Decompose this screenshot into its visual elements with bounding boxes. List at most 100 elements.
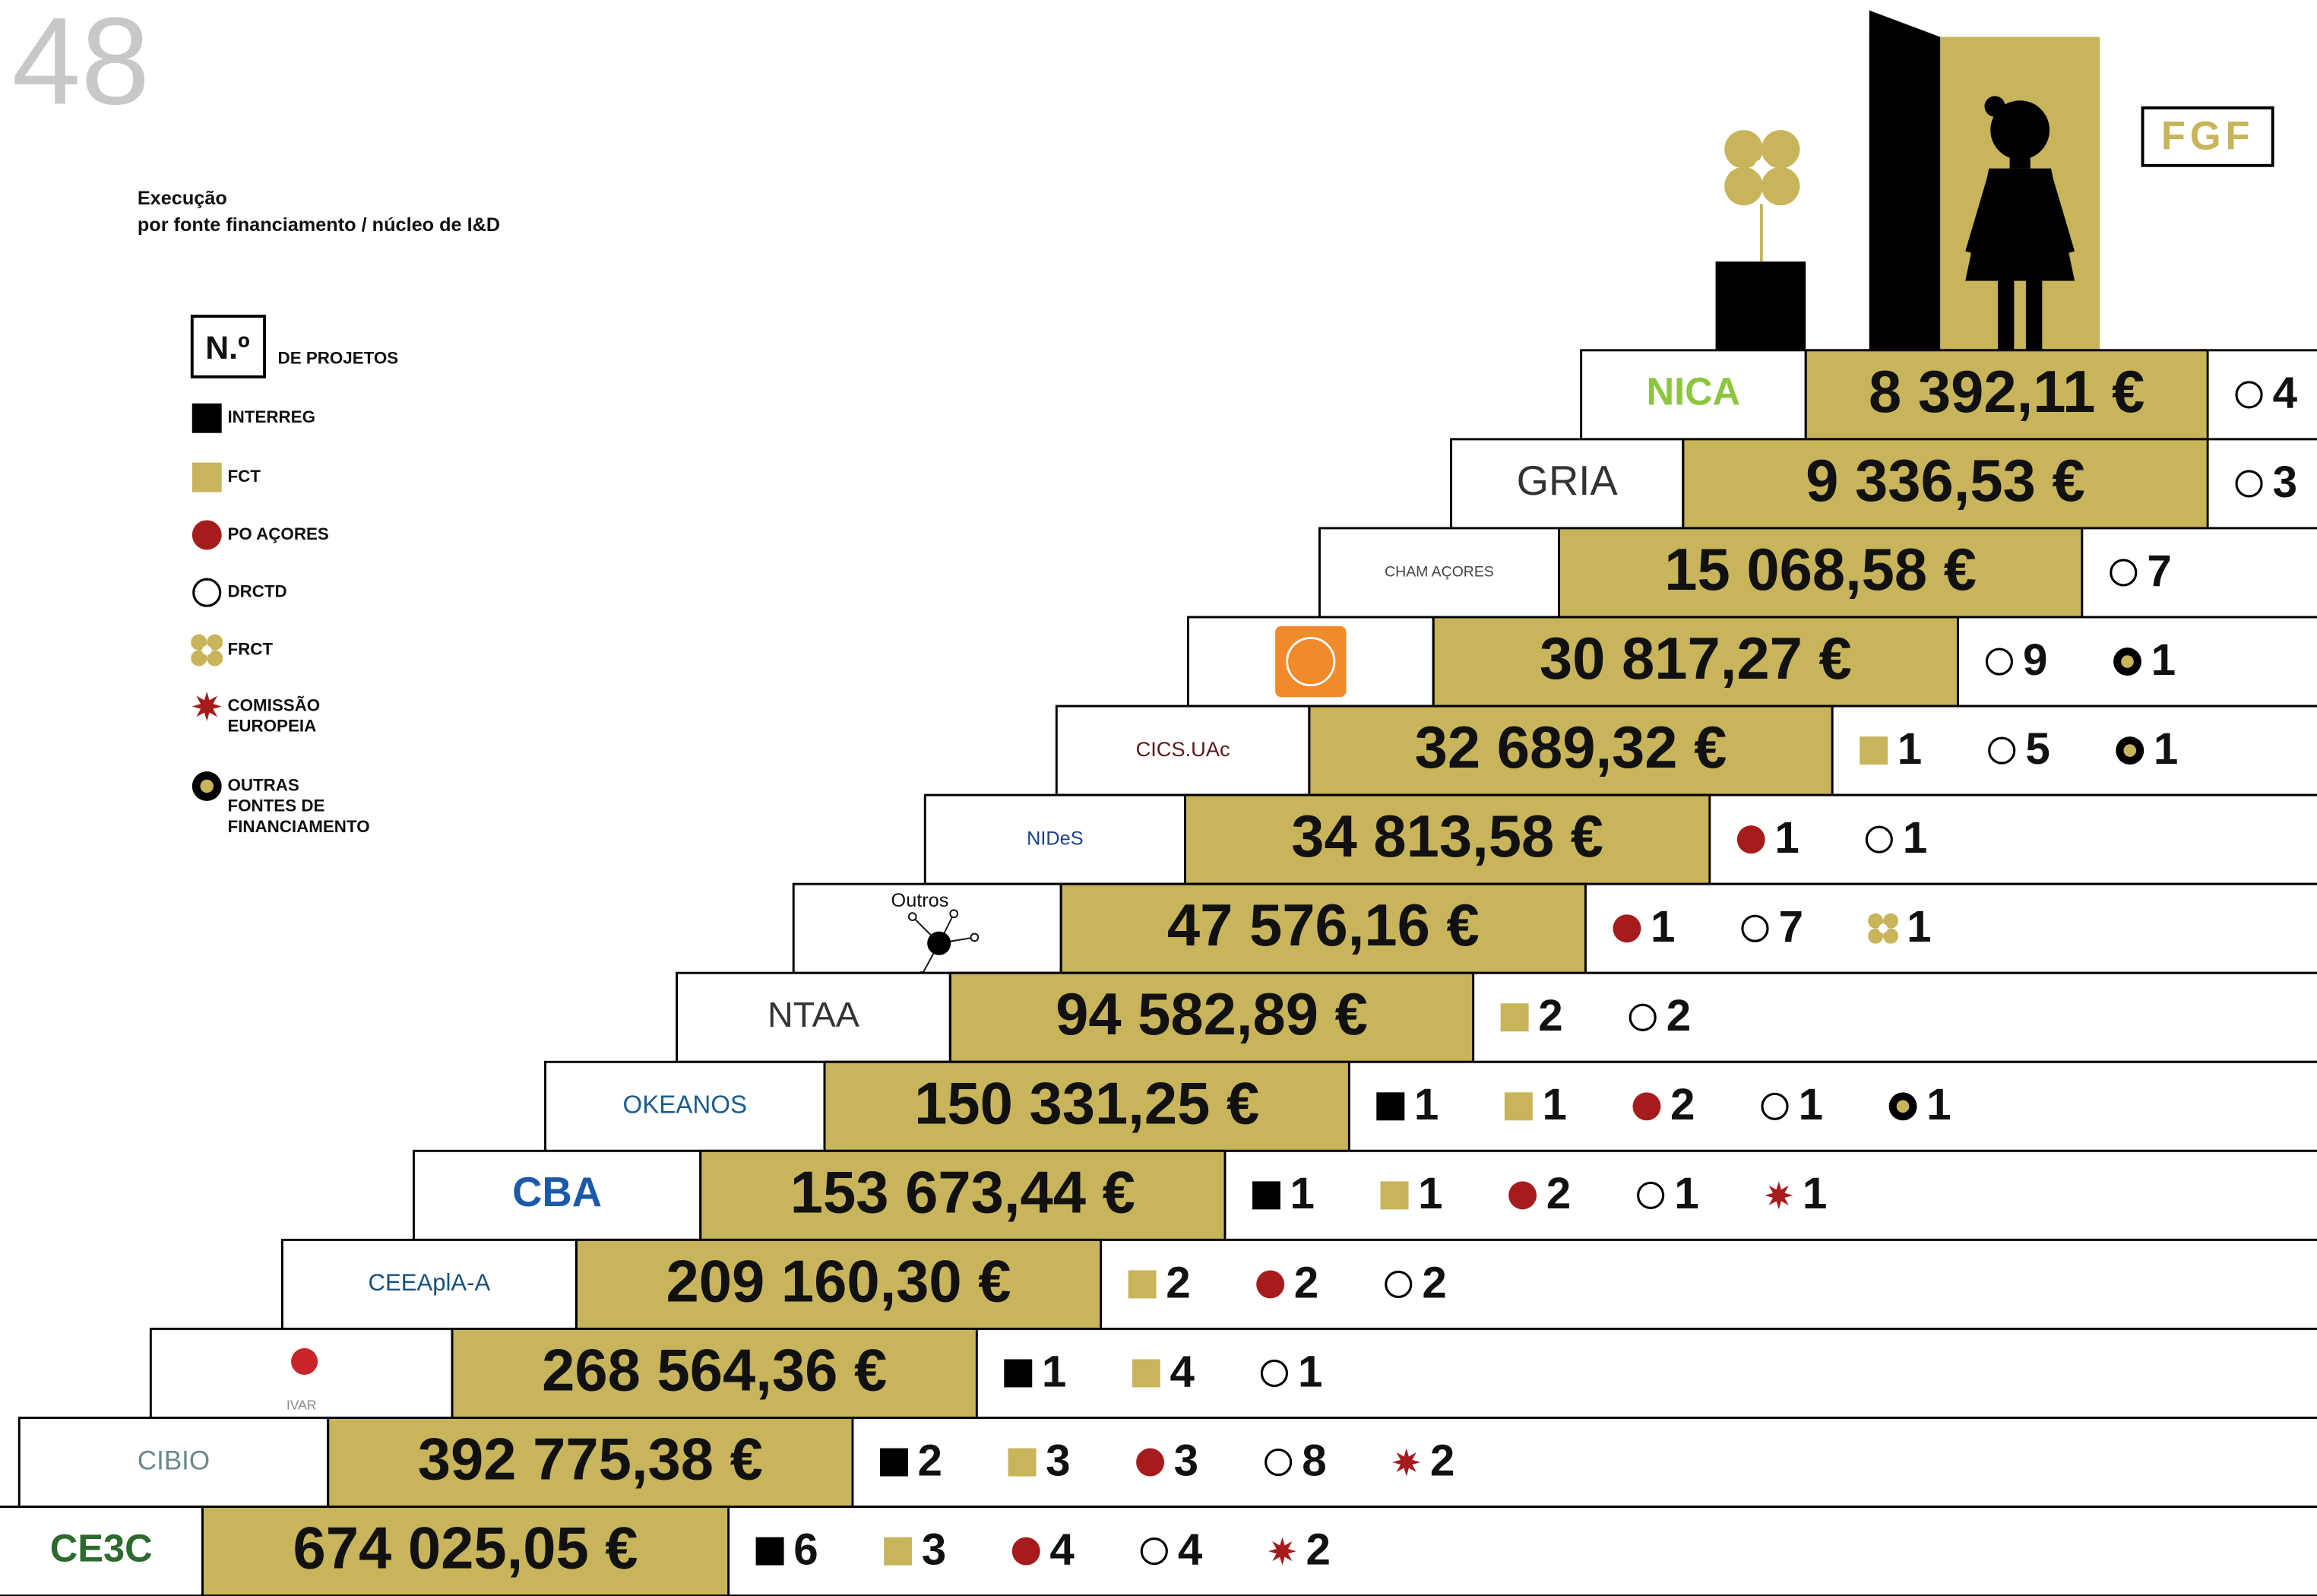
- symbol-black-square: [1376, 1092, 1405, 1121]
- row: CEEAplA-A 209 160,30 € 2 2 2: [280, 1238, 2317, 1330]
- project-count: 5: [2025, 724, 2050, 774]
- amount: 153 673,44 €: [790, 1160, 1135, 1225]
- symbol-gold-flower: [191, 634, 223, 667]
- amount-box: [451, 1327, 978, 1419]
- project-count: 2: [1166, 1258, 1190, 1307]
- legend-label: EUROPEIA: [227, 717, 316, 736]
- logo-text: NICA: [1647, 370, 1741, 413]
- project-count: 2: [1422, 1258, 1446, 1307]
- petal: [191, 634, 207, 651]
- project-count: 1: [1674, 1169, 1698, 1218]
- square: [755, 1537, 784, 1566]
- badge: FGF: [2161, 114, 2254, 159]
- project-count: 2: [918, 1436, 942, 1485]
- dot: [1613, 914, 1641, 943]
- legend-header-symbol: N.º: [205, 330, 249, 366]
- logo-text: NIDeS: [1027, 828, 1083, 849]
- project-count: 8: [1302, 1436, 1326, 1485]
- project-count: 4: [2273, 369, 2298, 418]
- symbol-open-circle: [192, 578, 222, 607]
- legend-label: PO AÇORES: [227, 524, 328, 543]
- legend-label: FINANCIAMENTO: [227, 817, 369, 836]
- symbol-red-dot: [1508, 1181, 1537, 1210]
- row: NTAA 94 582,89 € 2 2: [676, 971, 2317, 1063]
- project-count: 1: [1414, 1080, 1439, 1129]
- square: [1376, 1092, 1405, 1121]
- star: [192, 692, 222, 721]
- symbol-gold-square: [884, 1537, 913, 1566]
- petal: [191, 650, 207, 667]
- amount: 268 564,36 €: [542, 1338, 887, 1403]
- project-count: 1: [1298, 1347, 1322, 1396]
- row-frame: [413, 1149, 2317, 1241]
- amount-box: [1682, 438, 2209, 530]
- square: [1128, 1270, 1157, 1299]
- amount: 674 025,05 €: [293, 1516, 638, 1582]
- project-count: 4: [1178, 1525, 1203, 1574]
- dot-core: [2121, 655, 2134, 668]
- star: [1392, 1448, 1421, 1477]
- square: [192, 403, 222, 433]
- legend-header-label: DE PROJETOS: [278, 348, 399, 367]
- circle: [2235, 381, 2263, 409]
- symbol-gold-dot: [2113, 648, 2141, 676]
- legend-label: FRCT: [227, 639, 273, 658]
- petal: [1883, 928, 1899, 944]
- project-count: 1: [1042, 1347, 1066, 1396]
- symbol-black-square: [1252, 1181, 1280, 1210]
- legend-header-box: [190, 315, 267, 378]
- illustration: [1715, 10, 2100, 350]
- symbol-red-dot: [192, 520, 222, 550]
- amount: 150 331,25 €: [914, 1071, 1259, 1136]
- legend-label: FONTES DE: [227, 796, 324, 815]
- symbol-red-dot: [1613, 914, 1641, 943]
- project-count: 7: [1779, 902, 1803, 952]
- amount-box: [575, 1238, 1103, 1330]
- square: [1004, 1359, 1033, 1388]
- dot: [1136, 1448, 1165, 1477]
- symbol-open-circle: [2110, 559, 2138, 587]
- row: Outros 47 576,16 € 1 7 1: [792, 882, 2317, 980]
- project-count: 6: [793, 1525, 818, 1574]
- symbol-red-star: [1765, 1181, 1793, 1210]
- symbol-red-dot: [1736, 825, 1765, 854]
- circle: [1260, 1359, 1288, 1388]
- square: [1500, 1003, 1529, 1032]
- project-count: 1: [2154, 724, 2178, 774]
- amount-box: [1558, 527, 2084, 619]
- project-count: 2: [1430, 1436, 1454, 1485]
- dot: [192, 520, 222, 550]
- logo-text: IVAR: [286, 1397, 317, 1412]
- symbol-gold-dot: [192, 771, 222, 801]
- project-count: 7: [2147, 546, 2171, 596]
- logo-text: CEEAplA-A: [368, 1269, 490, 1296]
- project-count: 1: [1799, 1080, 1823, 1129]
- circle: [192, 578, 222, 607]
- project-count: 1: [2151, 635, 2176, 685]
- project-count: 2: [1546, 1169, 1571, 1218]
- symbol-red-star: [1268, 1537, 1296, 1566]
- logo-text: CICS.UAc: [1136, 737, 1230, 761]
- dot-core: [1896, 1100, 1910, 1113]
- project-count: 3: [922, 1525, 946, 1574]
- symbol-open-circle: [2235, 470, 2263, 498]
- symbol-gold-square: [1128, 1270, 1157, 1299]
- circle: [1865, 825, 1893, 853]
- amount-box: [1184, 793, 1711, 885]
- square: [1132, 1359, 1160, 1388]
- symbol-red-dot: [1256, 1270, 1285, 1299]
- logo-text: CIBIO: [138, 1446, 210, 1475]
- symbol-black-square: [755, 1537, 784, 1566]
- circle: [1985, 648, 2014, 676]
- legend-label: INTERREG: [227, 407, 315, 426]
- circle: [1385, 1270, 1413, 1298]
- symbol-red-star: [192, 692, 222, 721]
- project-count: 4: [1049, 1525, 1075, 1574]
- circle: [1140, 1537, 1168, 1566]
- dot-core: [2123, 744, 2137, 757]
- logo-text: CHAM AÇORES: [1385, 564, 1494, 581]
- project-count: 1: [1290, 1169, 1315, 1218]
- amount-box: [948, 971, 1475, 1063]
- amount-box: [1804, 349, 2209, 441]
- project-count: 1: [1542, 1080, 1566, 1129]
